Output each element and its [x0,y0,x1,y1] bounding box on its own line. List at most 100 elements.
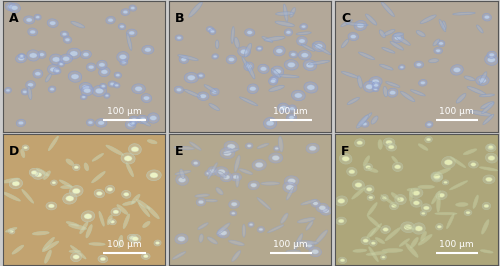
Ellipse shape [288,105,296,112]
Ellipse shape [382,256,385,258]
Ellipse shape [232,212,235,214]
Ellipse shape [226,55,236,64]
Ellipse shape [217,230,225,237]
Ellipse shape [406,243,418,257]
Ellipse shape [124,193,129,196]
Ellipse shape [208,167,218,175]
Ellipse shape [59,63,63,65]
Ellipse shape [483,175,495,184]
Ellipse shape [120,55,126,59]
Ellipse shape [92,172,106,183]
Ellipse shape [480,94,494,97]
Ellipse shape [309,247,322,257]
Ellipse shape [30,30,36,34]
Ellipse shape [105,185,115,193]
Ellipse shape [130,236,134,239]
Ellipse shape [483,114,494,124]
Ellipse shape [6,89,10,92]
Ellipse shape [216,223,230,235]
Ellipse shape [128,123,134,127]
Ellipse shape [140,117,146,122]
Ellipse shape [81,85,94,96]
Ellipse shape [47,19,58,27]
Ellipse shape [433,168,450,176]
Ellipse shape [383,228,388,231]
Ellipse shape [250,223,253,226]
Ellipse shape [436,195,440,212]
Ellipse shape [456,203,468,206]
Ellipse shape [83,52,89,57]
Ellipse shape [216,40,219,48]
Ellipse shape [296,32,311,35]
Ellipse shape [346,23,368,26]
Ellipse shape [44,171,51,180]
Ellipse shape [286,31,291,34]
Ellipse shape [342,156,349,161]
Ellipse shape [284,60,298,70]
Ellipse shape [488,57,496,62]
Ellipse shape [210,88,219,96]
Ellipse shape [444,160,452,165]
Ellipse shape [312,250,318,254]
Ellipse shape [10,230,14,232]
Ellipse shape [68,224,86,230]
Ellipse shape [439,19,446,32]
Ellipse shape [432,191,440,204]
Ellipse shape [30,53,37,58]
Ellipse shape [195,194,210,197]
Ellipse shape [313,202,318,205]
Text: 100 μm: 100 μm [440,240,474,249]
Ellipse shape [110,220,114,223]
Text: B: B [175,12,184,25]
Ellipse shape [381,2,394,16]
Ellipse shape [358,76,362,88]
Ellipse shape [146,170,162,181]
Ellipse shape [80,51,92,59]
Ellipse shape [400,222,415,233]
Ellipse shape [386,140,392,144]
Ellipse shape [80,222,88,234]
Ellipse shape [306,221,313,230]
Ellipse shape [418,80,427,86]
Ellipse shape [289,51,298,58]
Ellipse shape [44,250,52,263]
Ellipse shape [479,72,487,85]
Ellipse shape [62,193,77,204]
Ellipse shape [450,157,466,168]
Ellipse shape [70,186,83,197]
Ellipse shape [89,243,105,246]
Ellipse shape [132,84,145,94]
Ellipse shape [288,178,296,184]
Ellipse shape [174,146,195,150]
Ellipse shape [364,185,374,194]
Ellipse shape [196,198,205,206]
Ellipse shape [286,187,294,200]
Ellipse shape [470,110,492,116]
Ellipse shape [338,257,346,264]
Ellipse shape [97,60,107,69]
Ellipse shape [454,68,460,72]
Ellipse shape [484,15,490,19]
Ellipse shape [6,3,16,11]
Ellipse shape [50,54,63,65]
Ellipse shape [38,51,46,58]
Ellipse shape [392,204,396,208]
Ellipse shape [110,82,114,86]
Ellipse shape [410,237,418,248]
Ellipse shape [242,224,246,237]
Ellipse shape [363,239,368,243]
Ellipse shape [374,84,378,87]
Ellipse shape [306,143,319,153]
Ellipse shape [30,168,39,177]
Ellipse shape [284,29,292,36]
Ellipse shape [410,90,425,96]
Ellipse shape [244,43,252,57]
Ellipse shape [470,163,476,166]
Ellipse shape [27,50,40,61]
Ellipse shape [391,193,400,201]
Ellipse shape [386,82,400,87]
Ellipse shape [268,77,278,85]
Ellipse shape [32,170,45,179]
Ellipse shape [48,136,58,151]
Ellipse shape [122,190,131,198]
